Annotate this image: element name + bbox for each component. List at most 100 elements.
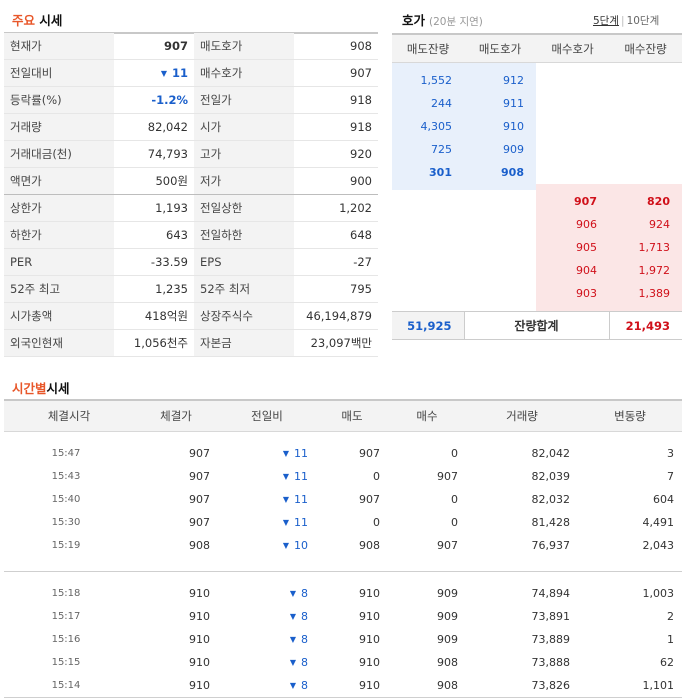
time-row: 15:19 908 10 908 907 76,937 2,043 [4,534,682,557]
quote-row: 거래대금(천) 74,793 고가 920 [4,140,378,168]
trade-time: 15:43 [51,471,81,482]
trade-buy: 907 [437,470,458,483]
quote-row: 전일대비11매수호가907 [4,59,378,87]
trade-delta: 2 [667,610,674,623]
trade-change: 11 [218,488,316,511]
delay-note: (20분 지연) [429,16,483,28]
trade-delta: 1 [667,633,674,646]
quote-value: 82,042 [114,113,194,141]
time-row: 15:40 907 11 907 0 82,032 604 [4,488,682,511]
trade-change: 11 [218,465,316,488]
quote-label: 상장주식수 [194,302,294,330]
quote-row: 액면가 500원 저가 900 [4,167,378,195]
quote-row: 거래량 82,042 시가 918 [4,113,378,141]
bid-qty: 924 [609,213,682,236]
orderbook-total-row: 51,925 잔량합계 21,493 [392,311,682,340]
time-row: 15:47 907 11 907 0 82,042 3 [4,442,682,465]
ask-qty: 725 [392,138,464,161]
quote-value: -1.2% [114,86,194,114]
col-delta: 변동량 [578,401,682,432]
quote-row: 하한가 643 전일하한 648 [4,221,378,249]
trade-buy: 0 [451,447,458,460]
trade-volume: 73,889 [531,633,571,646]
trade-sell: 0 [373,516,380,529]
ask-row: 1,552 912 [392,69,682,92]
time-table: 체결시각 체결가 전일비 매도 매수 거래량 변동량 15:47 907 11 907… [4,401,682,698]
trade-price: 907 [189,516,210,529]
bid-spacer [392,184,682,190]
quote-value: 795 [294,275,378,303]
trade-buy: 0 [451,493,458,506]
quote-value: 500원 [114,167,194,195]
trade-change: 8 [218,628,316,651]
trade-time: 15:15 [51,657,81,668]
trade-sell: 910 [359,610,380,623]
trade-buy: 909 [437,633,458,646]
trade-buy: 909 [437,587,458,600]
trade-volume: 76,937 [531,539,571,552]
ask-price[interactable]: 911 [464,92,536,115]
trade-time: 15:47 [51,448,81,459]
bid-price[interactable]: 906 [536,213,609,236]
trade-sell: 910 [359,633,380,646]
quote-value: 74,793 [114,140,194,168]
orderbook-title: 호가 (20분 지연) [402,13,483,28]
trade-price: 907 [189,470,210,483]
quote-value: 920 [294,140,378,168]
trade-delta: 62 [660,656,674,669]
trade-volume: 74,894 [531,587,571,600]
trade-change: 8 [218,605,316,628]
quote-label: 52주 최고 [4,275,114,303]
trade-delta: 1,101 [578,674,682,698]
tab-10-levels[interactable]: 10단계 [626,15,660,27]
quote-label: 저가 [194,167,294,195]
trade-change: 8 [218,582,316,605]
quote-label: 전일가 [194,86,294,114]
quote-row: 등락률(%) -1.2% 전일가 918 [4,86,378,114]
bid-row: 907 820 [392,190,682,213]
trade-buy: 0 [451,516,458,529]
time-row: 15:43 907 11 0 907 82,039 7 [4,465,682,488]
trade-buy: 909 [437,610,458,623]
ask-qty: 1,552 [392,69,464,92]
trade-price: 908 [189,539,210,552]
trade-price: 910 [189,633,210,646]
trade-change: 10 [218,534,316,557]
ask-price[interactable]: 908 [464,161,536,184]
time-row: 15:18 910 8 910 909 74,894 1,003 [4,582,682,605]
quote-label: PER [4,248,114,276]
bid-qty: 1,389 [609,282,682,305]
bid-price[interactable]: 907 [536,190,609,213]
ask-qty: 301 [392,161,464,184]
col-bid-price: 매수호가 [536,35,609,63]
ask-price[interactable]: 909 [464,138,536,161]
time-row: 15:17 910 8 910 909 73,891 2 [4,605,682,628]
bid-price[interactable]: 904 [536,259,609,282]
trade-volume: 82,042 [531,447,571,460]
ask-price[interactable]: 910 [464,115,536,138]
trade-change: 11 [218,511,316,534]
bid-price[interactable]: 903 [536,282,609,305]
col-time: 체결시각 [4,401,134,432]
trade-price: 910 [189,587,210,600]
trade-delta: 2,043 [642,539,675,552]
quote-row: 시가총액 418억원 상장주식수 46,194,879 [4,302,378,330]
bid-qty: 1,972 [609,259,682,282]
quote-value: 46,194,879 [294,302,378,330]
quote-value: -27 [294,248,378,276]
total-ask-qty: 51,925 [392,311,464,340]
trade-volume: 73,891 [531,610,571,623]
quote-row: 52주 최고 1,235 52주 최저 795 [4,275,378,303]
quote-row: 현재가 907 매도호가 908 [4,33,378,60]
time-top-border [4,399,682,401]
quote-label: 액면가 [4,167,114,195]
tab-5-levels[interactable]: 5단계 [593,15,620,27]
quote-label: 전일상한 [194,194,294,222]
bid-row: 903 1,389 [392,282,682,305]
ask-row: 725 909 [392,138,682,161]
trade-volume: 82,032 [531,493,571,506]
bid-price[interactable]: 905 [536,236,609,259]
ask-price[interactable]: 912 [464,69,536,92]
trade-delta: 1,003 [642,587,675,600]
